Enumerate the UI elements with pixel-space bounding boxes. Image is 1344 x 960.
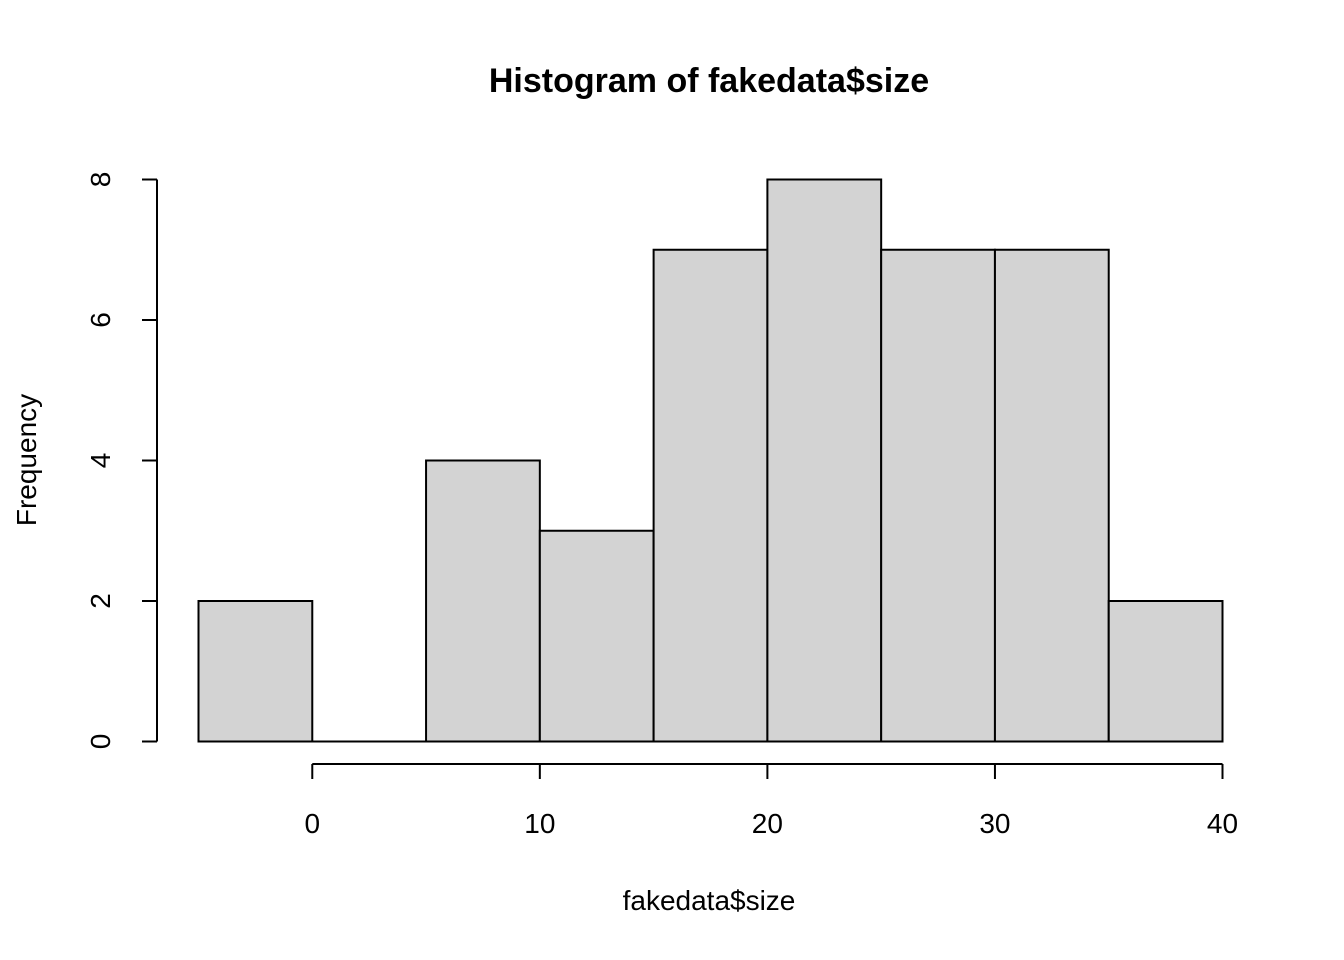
y-tick-label: 6 <box>85 312 116 328</box>
y-axis: 0 2 4 6 8 <box>85 172 158 750</box>
x-tick-label: 20 <box>752 808 783 839</box>
y-axis-label: Frequency <box>11 394 42 526</box>
x-axis: 0 10 20 30 40 <box>304 763 1238 839</box>
x-tick-label: 40 <box>1207 808 1238 839</box>
histogram-bar-3 <box>538 529 655 743</box>
bars-group <box>197 178 1224 743</box>
y-tick-label: 8 <box>85 172 116 188</box>
y-tick-label: 4 <box>85 453 116 469</box>
y-tick-label: 2 <box>85 593 116 609</box>
histogram-bar-7 <box>993 248 1110 743</box>
x-tick-label: 30 <box>979 808 1010 839</box>
histogram-bar-2 <box>425 459 541 743</box>
x-tick-label: 0 <box>304 808 320 839</box>
histogram-bar-6 <box>880 248 996 743</box>
x-tick-label: 10 <box>524 808 555 839</box>
histogram-bar-4 <box>652 248 769 743</box>
histogram-bar-8 <box>1107 600 1224 743</box>
chart-title: Histogram of fakedata$size <box>489 62 929 100</box>
x-axis-label: fakedata$size <box>623 885 796 916</box>
histogram-bar-0 <box>197 600 314 743</box>
histogram-bar-5 <box>766 178 883 743</box>
y-tick-label: 0 <box>85 734 116 750</box>
